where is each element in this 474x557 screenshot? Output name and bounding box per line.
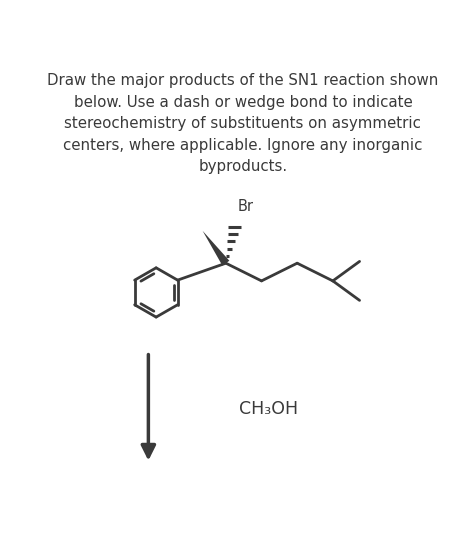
Polygon shape xyxy=(202,231,229,266)
Text: CH₃OH: CH₃OH xyxy=(239,400,298,418)
Text: Draw the major products of the SN1 reaction shown
below. Use a dash or wedge bon: Draw the major products of the SN1 react… xyxy=(47,73,438,174)
Text: Br: Br xyxy=(237,199,254,214)
